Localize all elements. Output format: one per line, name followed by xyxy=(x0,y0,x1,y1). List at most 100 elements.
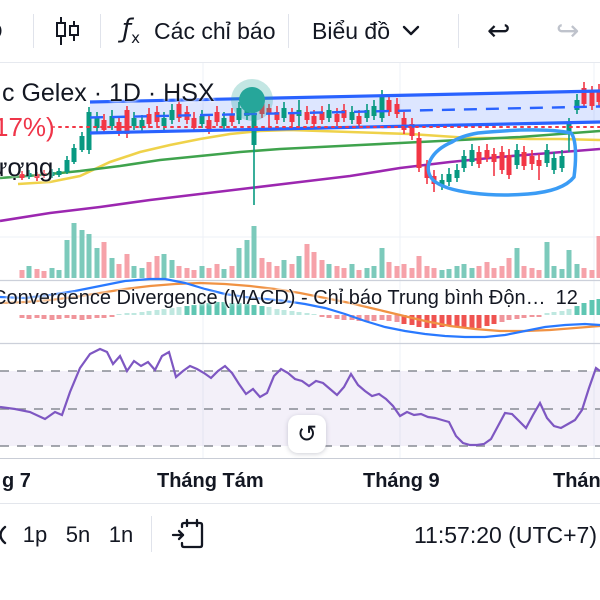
interval-button-1m[interactable]: 1p xyxy=(22,522,48,547)
macd-hist-bar xyxy=(536,315,542,317)
macd-hist-bar xyxy=(221,302,227,315)
channel-mid-line xyxy=(89,105,600,119)
volume-bar xyxy=(199,266,205,278)
macd-hist-bar xyxy=(244,304,250,315)
interval-button-5d[interactable]: 5n xyxy=(65,522,91,547)
volume-bar xyxy=(289,264,295,278)
macd-hist-bar xyxy=(124,313,130,315)
candle-body xyxy=(64,160,70,172)
clipped-edge-icon xyxy=(0,525,7,545)
macd-hist-bar xyxy=(274,309,280,315)
volume-bar xyxy=(469,268,475,278)
indicators-button[interactable]: ƒx Các chỉ báo xyxy=(122,0,276,62)
candle-body xyxy=(169,110,175,120)
macd-hist-bar xyxy=(529,315,535,317)
candle-body xyxy=(536,160,542,166)
macd-hist-bar xyxy=(371,315,377,321)
macd-hist-bar xyxy=(304,313,310,315)
volume-bar xyxy=(251,226,257,278)
macd-hist-bar xyxy=(319,315,325,317)
macd-hist-bar xyxy=(199,304,205,315)
candle-body xyxy=(139,120,145,128)
candle-body xyxy=(311,116,317,124)
timeframe-button[interactable]: D xyxy=(0,0,3,62)
macd-hist-bar xyxy=(589,300,595,315)
volume-bar xyxy=(424,266,430,278)
reset-chart-button[interactable]: ↺ xyxy=(288,415,326,453)
macd-hist-bar xyxy=(214,302,220,315)
macd-hist-bar xyxy=(446,315,452,326)
macd-hist-bar xyxy=(64,315,70,318)
macd-hist-bar xyxy=(469,315,475,329)
candle-body xyxy=(409,124,415,136)
volume-bar xyxy=(236,248,242,278)
volume-bar xyxy=(379,248,385,278)
volume-bar xyxy=(64,240,70,278)
go-to-date-button[interactable] xyxy=(170,518,206,557)
volume-bar xyxy=(439,270,445,278)
volume-bar xyxy=(596,236,600,278)
volume-bar xyxy=(491,268,497,278)
macd-hist-bar xyxy=(116,314,122,315)
volume-bar xyxy=(71,223,77,278)
macd-hist-bar xyxy=(71,315,77,319)
candle-body xyxy=(574,100,580,110)
macd-hist-bar xyxy=(19,315,25,318)
macd-hist-bar xyxy=(506,315,512,320)
macd-hist-bar xyxy=(266,307,272,315)
price-chart[interactable] xyxy=(0,0,600,460)
time-axis[interactable]: g 7 Tháng Tám Tháng 9 Tháng xyxy=(0,458,600,504)
toolbar-separator xyxy=(151,516,152,552)
macd-hist-bar xyxy=(499,315,505,322)
candle-body xyxy=(386,100,392,112)
macd-hist-bar xyxy=(431,315,437,328)
macd-hist-bar xyxy=(191,305,197,315)
volume-bar xyxy=(304,244,310,278)
volume-legend-fragment[interactable]: ượng xyxy=(0,152,54,182)
axis-label-month: g 7 xyxy=(2,470,31,492)
macd-hist-bar xyxy=(386,315,392,321)
candle-body xyxy=(56,171,62,175)
macd-hist-bar xyxy=(416,315,422,327)
candle-body xyxy=(514,150,520,165)
drawing-handle[interactable] xyxy=(239,87,265,113)
fx-icon: ƒx xyxy=(122,14,141,48)
chart-menu-button[interactable]: Biểu đồ xyxy=(312,0,420,62)
redo-button[interactable]: ↪ xyxy=(556,14,580,47)
candle-body xyxy=(506,155,512,175)
candle-body xyxy=(364,110,370,118)
chart-type-button[interactable] xyxy=(50,0,84,62)
candle-body xyxy=(544,150,550,163)
candle-body xyxy=(371,106,377,116)
axis-label-month: Tháng Tám xyxy=(157,470,264,492)
macd-hist-bar xyxy=(334,315,340,319)
macd-indicator-legend[interactable]: Convergence Divergence (MACD) - Chỉ báo … xyxy=(0,287,578,310)
candle-body xyxy=(86,112,92,150)
calendar-arrow-icon xyxy=(171,518,204,549)
candle-body xyxy=(304,112,310,120)
volume-bar xyxy=(589,270,595,278)
macd-hist-bar xyxy=(131,313,137,315)
symbol-legend[interactable]: c Gelex · 1D · HSX xyxy=(2,79,215,107)
candle-body xyxy=(41,173,47,176)
candle-body xyxy=(529,156,535,164)
undo-button[interactable]: ↩ xyxy=(487,14,511,47)
candle-body xyxy=(559,156,565,168)
candle-body xyxy=(499,152,505,170)
toolbar-separator xyxy=(100,14,101,48)
candle-body xyxy=(214,112,220,122)
freehand-ellipse-drawing[interactable] xyxy=(426,128,578,197)
volume-bar xyxy=(244,240,250,278)
volume-bar xyxy=(506,258,512,278)
macd-hist-bar xyxy=(574,306,580,315)
volume-bar xyxy=(394,266,400,278)
interval-button-1d[interactable]: 1n xyxy=(108,522,134,547)
candle-body xyxy=(401,118,407,130)
candle-body xyxy=(349,112,355,120)
volume-bar xyxy=(229,266,235,278)
volume-bar xyxy=(454,266,460,278)
volume-bar xyxy=(319,260,325,278)
candlestick-icon xyxy=(56,17,79,45)
candle-body xyxy=(461,156,467,168)
volume-bar xyxy=(296,256,302,278)
